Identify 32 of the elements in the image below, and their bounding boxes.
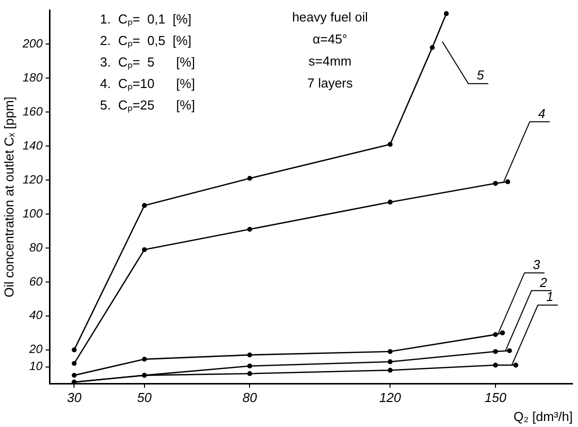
text: 5: [476, 68, 485, 83]
y-tick-label: 80: [29, 240, 43, 254]
annotation: heavy fuel oil: [292, 10, 368, 25]
annotation: s=4mm: [308, 54, 352, 69]
y-tick-label: 160: [22, 104, 43, 118]
x-tick-label: 50: [137, 390, 152, 406]
text: 4: [538, 106, 546, 121]
text: 3: [532, 256, 541, 272]
text: 1: [546, 289, 554, 304]
annotation: α=45°: [312, 32, 348, 47]
annotation: 2. Cₚ= 0,5 [%]: [100, 33, 192, 50]
y-tick-label: 120: [22, 172, 43, 186]
x-tick-label: 80: [242, 390, 258, 406]
y-tick-label: 20: [28, 342, 43, 356]
x-tick-label: 150: [484, 390, 508, 406]
annotation: 5. Cₚ=25 [%]: [100, 98, 195, 114]
x-tick-label: 120: [379, 390, 402, 406]
annotation: 3. Cₚ= 5 [%]: [100, 54, 195, 71]
annotation: 1. Cₚ= 0,1 [%]: [100, 12, 192, 28]
y-tick-label: 140: [22, 138, 43, 152]
y-tick-label: 200: [22, 36, 43, 51]
x-tick-label: 30: [66, 390, 82, 406]
y-tick-label: 180: [22, 70, 43, 84]
annotation: 7 layers: [307, 76, 354, 91]
text: 2: [538, 274, 548, 290]
y-tick-label: 10: [29, 359, 43, 374]
y-axis-title: Oil concentration at outlet Cₓ [ppm]: [1, 96, 16, 298]
y-tick-label: 60: [29, 274, 43, 288]
x-axis-title: Q₂ [dm³/h]: [513, 408, 573, 424]
y-tick-label: 100: [22, 206, 43, 220]
y-tick-label: 40: [29, 308, 43, 322]
annotation: 4. Cₚ=10 [%]: [100, 76, 195, 92]
